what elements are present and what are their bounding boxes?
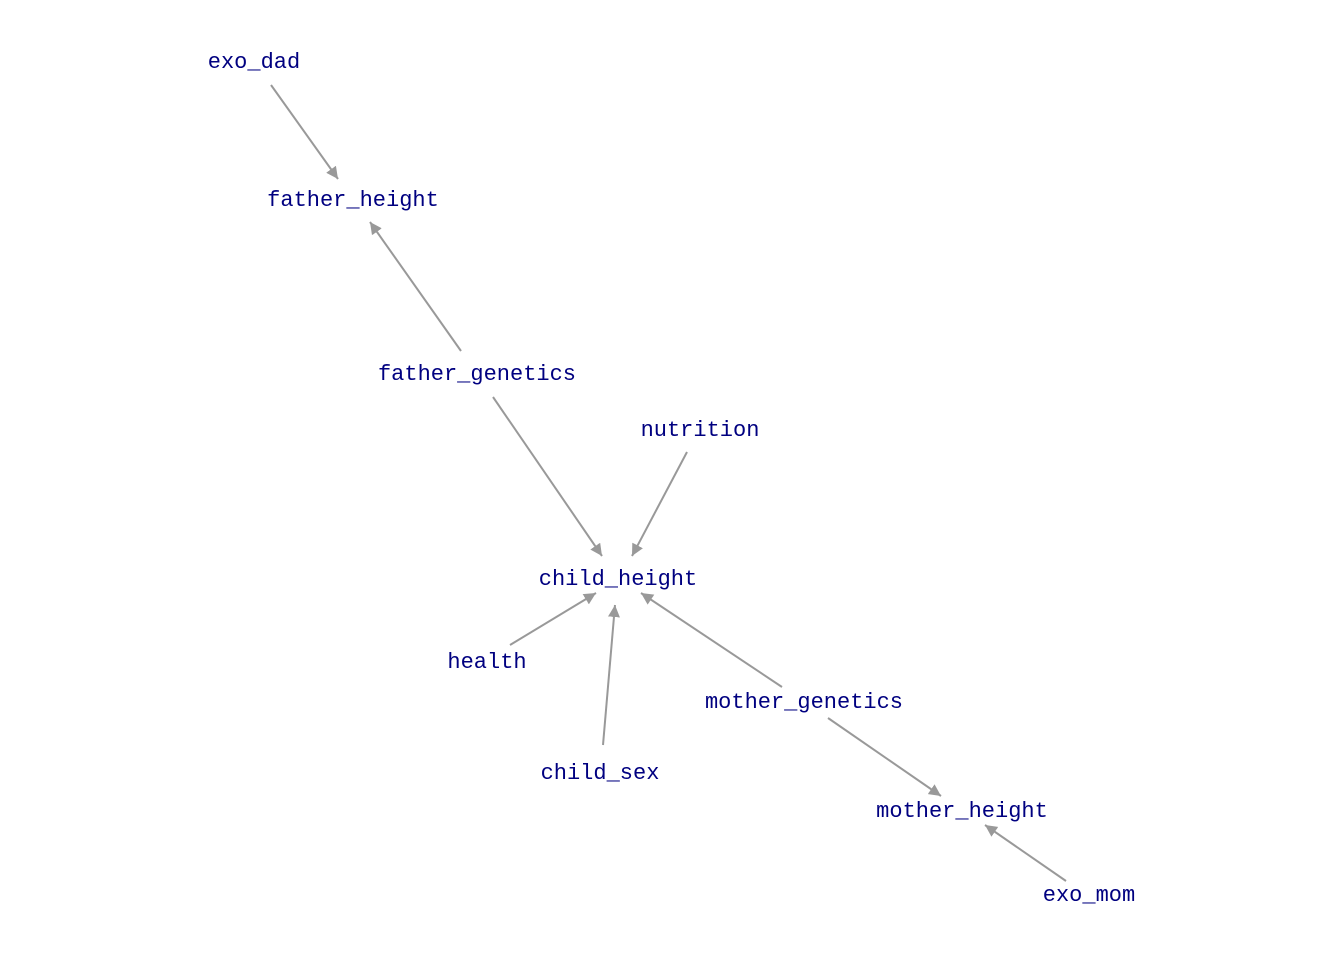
node-child-sex: child_sex	[541, 761, 660, 786]
edge-nutrition-to-child-height	[631, 451, 688, 557]
edge-mother-genetics-to-child-height	[640, 592, 783, 688]
node-nutrition: nutrition	[641, 418, 760, 443]
edge-exo-mom-to-mother-height	[984, 824, 1067, 882]
node-mother-height: mother_height	[876, 799, 1048, 824]
edge-father-genetics-to-father-height	[369, 221, 462, 352]
edges-layer	[270, 84, 1067, 882]
node-exo-dad: exo_dad	[208, 50, 300, 75]
edge-exo-dad-to-father-height	[270, 84, 339, 180]
node-exo-mom: exo_mom	[1043, 883, 1135, 908]
edge-mother-genetics-to-mother-height	[827, 717, 942, 797]
node-father-height: father_height	[267, 188, 439, 213]
edge-health-to-child-height	[509, 592, 597, 646]
node-health: health	[447, 650, 526, 675]
edge-father-genetics-to-child-height	[492, 396, 603, 557]
nodes-layer: exo_dad father_height father_genetics nu…	[208, 50, 1135, 908]
node-mother-genetics: mother_genetics	[705, 690, 903, 715]
edge-child-sex-to-child-height	[602, 604, 620, 746]
node-father-genetics: father_genetics	[378, 362, 576, 387]
node-child-height: child_height	[539, 567, 697, 592]
